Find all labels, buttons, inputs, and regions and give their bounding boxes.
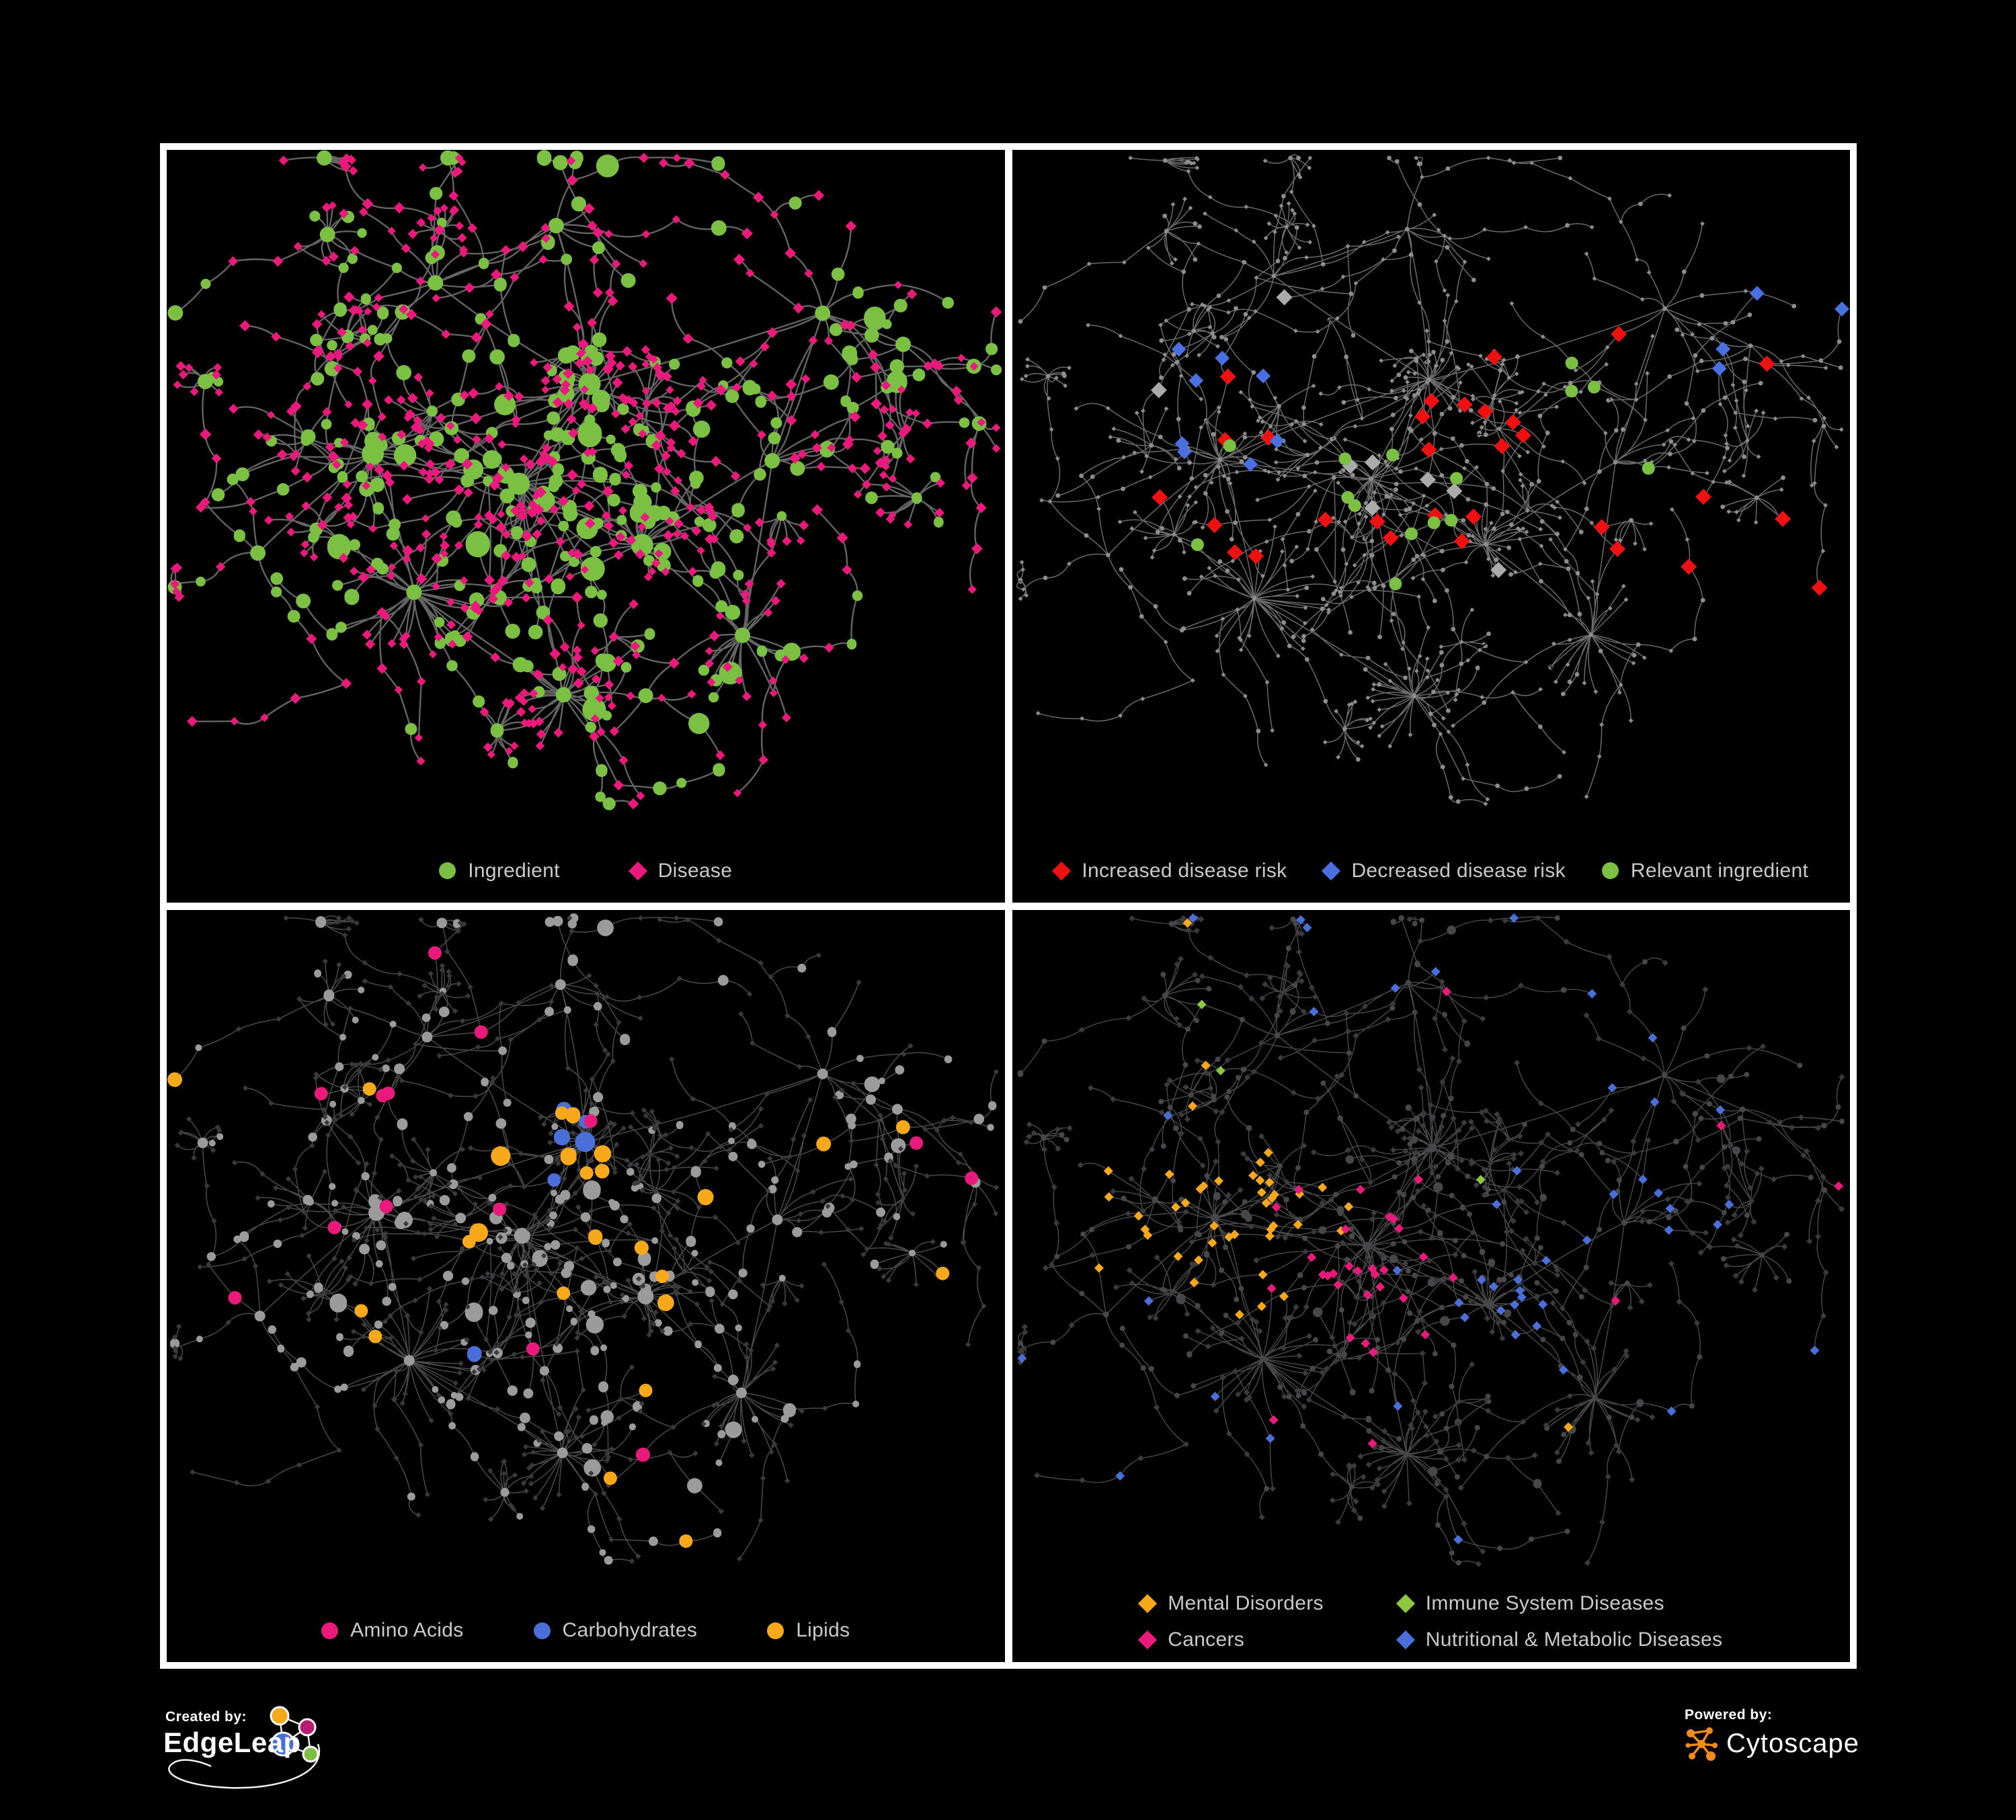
- created-by-label: Created by:: [165, 1709, 247, 1725]
- legend-label-carbohydrates: Carbohydrates: [562, 1619, 698, 1641]
- edgeleap-network-logo-icon: [168, 1706, 321, 1789]
- decreased-risk-diamond-icon: [1322, 861, 1341, 880]
- panel-disease-risk: Increased disease risk Decreased disease…: [1012, 150, 1851, 903]
- legend-label-immune-diseases: Immune System Diseases: [1425, 1592, 1664, 1614]
- legend-nutrient-classes: Amino Acids Carbohydrates Lipids: [167, 1619, 1005, 1642]
- legend-item-amino-acids: Amino Acids: [321, 1619, 463, 1642]
- legend-item-nutritional-metabolic: Nutritional & Metabolic Diseases: [1396, 1628, 1723, 1651]
- legend-ingredient-disease: Ingredient Disease: [167, 860, 1005, 882]
- lipids-circle-icon: [767, 1622, 784, 1639]
- network-graph-ingredient-disease: [167, 150, 1002, 811]
- footer-created-by: Created by: EdgeLeap: [155, 1702, 545, 1820]
- legend-disease-classes: Mental Disorders Immune System Diseases …: [1012, 1592, 1851, 1651]
- nutritional-metabolic-diamond-icon: [1396, 1630, 1415, 1650]
- legend-label-amino-acids: Amino Acids: [350, 1619, 464, 1641]
- legend-label-nutritional-metabolic: Nutritional & Metabolic Diseases: [1425, 1628, 1723, 1651]
- legend-item-mental-disorders: Mental Disorders: [1138, 1592, 1324, 1615]
- legend-label-increased-risk: Increased disease risk: [1082, 859, 1287, 882]
- legend-item-decreased-risk: Decreased disease risk: [1322, 859, 1566, 882]
- network-graph-disease-risk: [1016, 154, 1849, 806]
- legend-item-increased-risk: Increased disease risk: [1052, 859, 1287, 882]
- increased-risk-diamond-icon: [1052, 861, 1072, 880]
- legend-label-relevant-ingredient: Relevant ingredient: [1630, 859, 1809, 882]
- legend-item-relevant-ingredient: Relevant ingredient: [1601, 859, 1809, 882]
- panel-nutrient-classes: Amino Acids Carbohydrates Lipids: [167, 909, 1005, 1662]
- cancers-diamond-icon: [1138, 1630, 1158, 1650]
- edgeleap-brand: EdgeLeap: [163, 1727, 301, 1758]
- network-graph-disease-classes: [1016, 913, 1845, 1567]
- disease-diamond-icon: [628, 861, 647, 880]
- legend-label-mental-disorders: Mental Disorders: [1168, 1592, 1324, 1614]
- powered-by-label: Powered by:: [1685, 1707, 1773, 1723]
- immune-diseases-diamond-icon: [1396, 1594, 1415, 1614]
- cytoscape-brand: Cytoscape: [1726, 1729, 1859, 1758]
- footer-powered-by: Powered by: Cytoscape: [1678, 1703, 1987, 1797]
- cytoscape-network-logo-icon: [1685, 1727, 1718, 1761]
- legend-item-immune-diseases: Immune System Diseases: [1396, 1592, 1722, 1615]
- legend-label-cancers: Cancers: [1168, 1628, 1245, 1651]
- ingredient-circle-icon: [439, 862, 456, 879]
- panel-disease-classes: Mental Disorders Immune System Diseases …: [1012, 909, 1851, 1662]
- legend-label-decreased-risk: Decreased disease risk: [1351, 859, 1566, 882]
- carbohydrates-circle-icon: [533, 1622, 551, 1639]
- panels-grid: Ingredient Disease Increased disease ris…: [160, 143, 1857, 1669]
- legend-label-disease: Disease: [657, 859, 733, 882]
- amino-acids-circle-icon: [321, 1622, 339, 1639]
- legend-label-lipids: Lipids: [796, 1619, 850, 1641]
- legend-item-lipids: Lipids: [767, 1619, 850, 1642]
- legend-item-disease: Disease: [628, 859, 733, 882]
- panel-ingredient-disease: Ingredient Disease: [167, 150, 1005, 903]
- legend-label-ingredient: Ingredient: [468, 859, 560, 882]
- network-graph-nutrient-classes: [167, 913, 1000, 1565]
- mental-disorders-diamond-icon: [1138, 1594, 1158, 1614]
- relevant-ingredient-circle-icon: [1601, 862, 1619, 879]
- legend-disease-risk: Increased disease risk Decreased disease…: [1012, 860, 1851, 882]
- legend-item-cancers: Cancers: [1138, 1628, 1324, 1651]
- legend-item-carbohydrates: Carbohydrates: [533, 1619, 698, 1642]
- legend-item-ingredient: Ingredient: [439, 860, 559, 882]
